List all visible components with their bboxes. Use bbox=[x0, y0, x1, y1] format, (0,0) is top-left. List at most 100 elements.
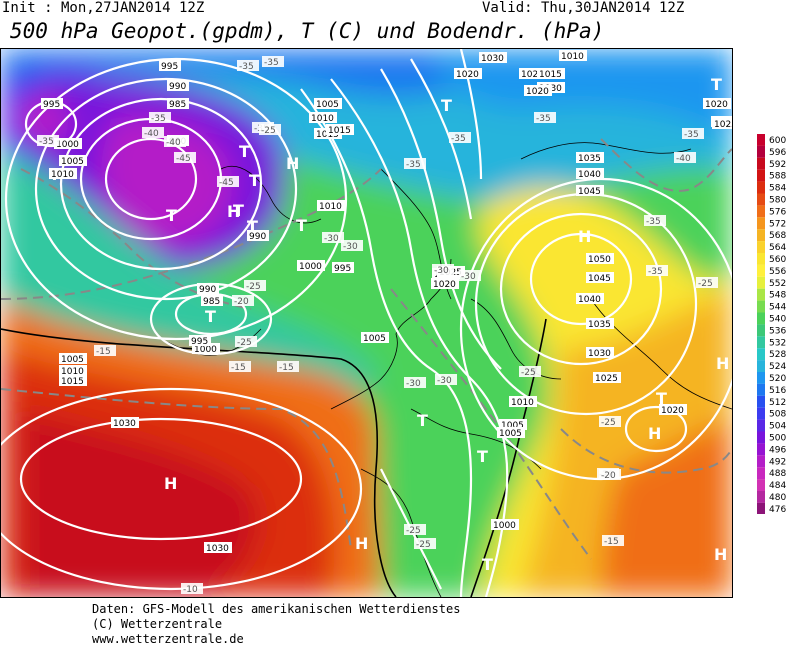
legend-swatch bbox=[757, 300, 765, 313]
isobar-label-box bbox=[41, 98, 63, 109]
isotherm-label: -35 bbox=[451, 134, 466, 144]
legend-value-label: 564 bbox=[769, 243, 786, 253]
isobar-label-box bbox=[576, 185, 604, 196]
isotherm-label-box bbox=[432, 264, 454, 275]
isobar-label-box bbox=[59, 365, 87, 376]
isobar-label: 1005 bbox=[501, 421, 524, 431]
isobar-label-box bbox=[497, 427, 525, 438]
low-center-marker: T bbox=[482, 555, 493, 574]
isobar-label-box bbox=[499, 419, 527, 430]
website-link[interactable]: www.wetterzentrale.de bbox=[92, 632, 244, 646]
isobar-label-box bbox=[659, 404, 687, 415]
legend-swatch bbox=[757, 229, 765, 242]
isotherm-label-box bbox=[149, 112, 171, 123]
isobar-label: 1020 bbox=[705, 100, 728, 110]
isotherm-label: -25 bbox=[246, 282, 261, 292]
legend-value-label: 592 bbox=[769, 160, 786, 170]
legend-value-label: 556 bbox=[769, 267, 786, 277]
isobar-label: 1025 bbox=[595, 374, 618, 384]
legend-value-label: 580 bbox=[769, 196, 786, 206]
isotherm-label-box bbox=[644, 215, 666, 226]
isobar-label-box bbox=[491, 519, 519, 530]
high-center-marker: H bbox=[648, 424, 661, 443]
isobar-label: 1030 bbox=[206, 544, 229, 554]
legend-swatch bbox=[757, 217, 765, 230]
legend-value-label: 536 bbox=[769, 326, 786, 336]
legend-value-label: 488 bbox=[769, 469, 786, 479]
isotherm-label-box bbox=[602, 535, 624, 546]
valid-time-label: Valid: Thu,30JAN2014 12Z bbox=[482, 0, 685, 16]
isobar-label: 1025 bbox=[521, 70, 544, 80]
low-center-marker: T bbox=[477, 447, 488, 466]
isobar-label: 995 bbox=[191, 337, 208, 347]
legend-swatch bbox=[757, 431, 765, 444]
legend-value-label: 576 bbox=[769, 207, 786, 217]
isobar-label-box bbox=[479, 52, 507, 63]
data-source-text: Daten: GFS-Modell des amerikanischen Wet… bbox=[92, 602, 461, 616]
low-center-marker: T bbox=[711, 75, 722, 94]
isotherm-label: -35 bbox=[151, 114, 166, 124]
isotherm-labels: -35-35-35-40-45-35-40-45-35-35-35-30-30-… bbox=[37, 56, 718, 595]
low-center-marker: T bbox=[249, 171, 260, 190]
high-center-marker: H bbox=[355, 534, 368, 553]
low-center-marker: T bbox=[205, 307, 216, 326]
isotherm-label: -30 bbox=[343, 242, 358, 252]
isotherm-label: -40 bbox=[144, 129, 159, 139]
isobar-label: 1045 bbox=[578, 187, 601, 197]
high-center-marker: H bbox=[164, 474, 177, 493]
isobar-label-box bbox=[576, 168, 604, 179]
isobar-label: 1050 bbox=[588, 255, 611, 265]
isotherm-label-box bbox=[404, 377, 426, 388]
isobar-label-box bbox=[586, 347, 614, 358]
isobar-label: 1015 bbox=[539, 70, 562, 80]
low-center-marker: T bbox=[166, 206, 177, 225]
legend-value-label: 520 bbox=[769, 374, 786, 384]
low-center-marker: T bbox=[296, 216, 307, 235]
isobar-label: 1030 bbox=[113, 419, 136, 429]
low-center-marker: T bbox=[656, 389, 667, 408]
legend-swatch bbox=[757, 157, 765, 170]
isobar-label: 995 bbox=[161, 62, 178, 72]
isobar-label-box bbox=[297, 260, 325, 271]
legend-swatch bbox=[757, 205, 765, 218]
legend-swatch bbox=[757, 502, 765, 514]
isotherm-label-box bbox=[262, 56, 284, 67]
isotherm-label: -20 bbox=[234, 297, 249, 307]
isobar-label-box bbox=[167, 80, 189, 91]
legend-swatch bbox=[757, 241, 765, 253]
isobar-label: 1025 bbox=[714, 120, 732, 130]
isobar-label: 1015 bbox=[328, 126, 351, 136]
low-center-marker: T bbox=[417, 411, 428, 430]
isotherm-label: -30 bbox=[434, 266, 449, 276]
legend-swatch bbox=[757, 443, 765, 456]
isotherm-label: -40 bbox=[676, 154, 691, 164]
isobar-label-box bbox=[703, 98, 731, 109]
high-center-marker: H bbox=[286, 154, 299, 173]
isotherm-label-box bbox=[696, 277, 718, 288]
isotherm-label: -35 bbox=[648, 267, 663, 277]
init-time-label: Init : Mon,27JAN2014 12Z bbox=[2, 0, 205, 16]
high-center-marker: H bbox=[227, 202, 240, 221]
legend-swatch bbox=[757, 383, 765, 396]
legend-value-label: 544 bbox=[769, 303, 786, 313]
isobar-label: 1010 bbox=[511, 398, 534, 408]
isobar-label: 1040 bbox=[578, 170, 601, 180]
isotherm-label: -25 bbox=[521, 368, 536, 378]
isobar-label-box bbox=[201, 295, 223, 306]
isotherm-label-box bbox=[646, 265, 668, 276]
isobar-label: 985 bbox=[203, 297, 220, 307]
isotherm-label: -35 bbox=[239, 62, 254, 72]
isobar-label: 1000 bbox=[194, 345, 217, 355]
legend-value-label: 508 bbox=[769, 410, 786, 420]
isotherm-label: -30 bbox=[461, 272, 476, 282]
isobar-label-box bbox=[59, 375, 87, 386]
isotherm-label-box bbox=[414, 538, 436, 549]
isobar-label: 1000 bbox=[493, 521, 516, 531]
legend-swatch bbox=[757, 348, 765, 361]
legend-value-label: 560 bbox=[769, 255, 786, 265]
legend-value-label: 476 bbox=[769, 505, 786, 514]
isobar-label-box bbox=[586, 318, 614, 329]
isobar-labels: 9959909859801000100510109951005101010151… bbox=[41, 50, 732, 554]
isotherm-label: -25 bbox=[261, 126, 276, 136]
isotherm-label: -25 bbox=[416, 540, 431, 550]
